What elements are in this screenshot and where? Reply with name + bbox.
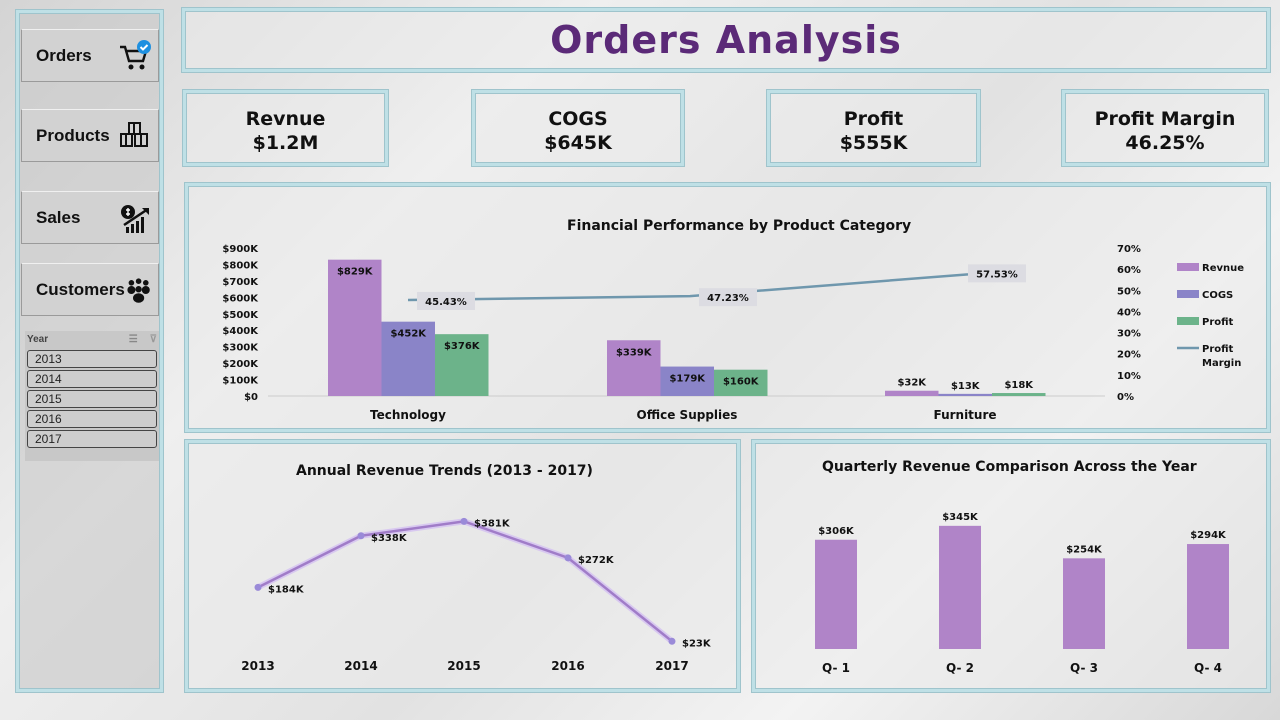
kpi-label: Profit Margin <box>1094 108 1236 130</box>
kpi-value: 46.25% <box>1125 132 1205 154</box>
nav-orders-button[interactable]: Orders <box>21 29 159 82</box>
kpi-profit-margin: Profit Margin 46.25% <box>1062 90 1268 166</box>
slicer-item-2017[interactable]: 2017 <box>27 430 157 448</box>
slicer-item-2014[interactable]: 2014 <box>27 370 157 388</box>
year-slicer: Year ☰ ⊽ 2013 2014 2015 2016 2017 <box>25 331 159 461</box>
nav-label: Orders <box>36 45 92 65</box>
kpi-label: Profit <box>843 108 904 130</box>
nav-sales-button[interactable]: Sales <box>21 191 159 244</box>
money-growth-icon <box>121 204 149 233</box>
cart-check-icon <box>120 39 151 69</box>
boxes-icon <box>120 121 148 147</box>
nav-label: Customers <box>36 279 125 299</box>
kpi-value: $645K <box>544 132 612 154</box>
kpi-value: $1.2M <box>252 132 319 154</box>
slicer-item-2015[interactable]: 2015 <box>27 390 157 408</box>
multi-select-icon[interactable]: ☰ <box>128 334 138 345</box>
nav-products-button[interactable]: Products <box>21 109 159 162</box>
chart-title: Quarterly Revenue Comparison Across the … <box>822 459 1197 475</box>
chart-title: Annual Revenue Trends (2013 - 2017) <box>296 463 593 479</box>
kpi-revenue: Revnue $1.2M <box>183 90 388 166</box>
users-icon <box>127 277 150 303</box>
kpi-profit: Profit $555K <box>767 90 980 166</box>
quarterly-chart-panel <box>752 440 1270 692</box>
page-title: Orders Analysis <box>182 8 1270 72</box>
kpi-label: Revnue <box>245 108 326 130</box>
kpi-label: COGS <box>548 108 608 130</box>
nav-label: Sales <box>36 207 81 227</box>
chart-title: Financial Performance by Product Categor… <box>567 218 912 234</box>
slicer-item-2013[interactable]: 2013 <box>27 350 157 368</box>
nav-customers-button[interactable]: Customers <box>21 263 159 316</box>
kpi-cogs: COGS $645K <box>472 90 684 166</box>
kpi-value: $555K <box>839 132 908 154</box>
sidebar: Orders Products Sales Customers Year ☰ ⊽ 2… <box>16 10 163 692</box>
clear-filter-icon[interactable]: ⊽ <box>149 334 157 345</box>
nav-label: Products <box>36 125 110 145</box>
slicer-title: Year <box>27 334 49 345</box>
slicer-item-2016[interactable]: 2016 <box>27 410 157 428</box>
